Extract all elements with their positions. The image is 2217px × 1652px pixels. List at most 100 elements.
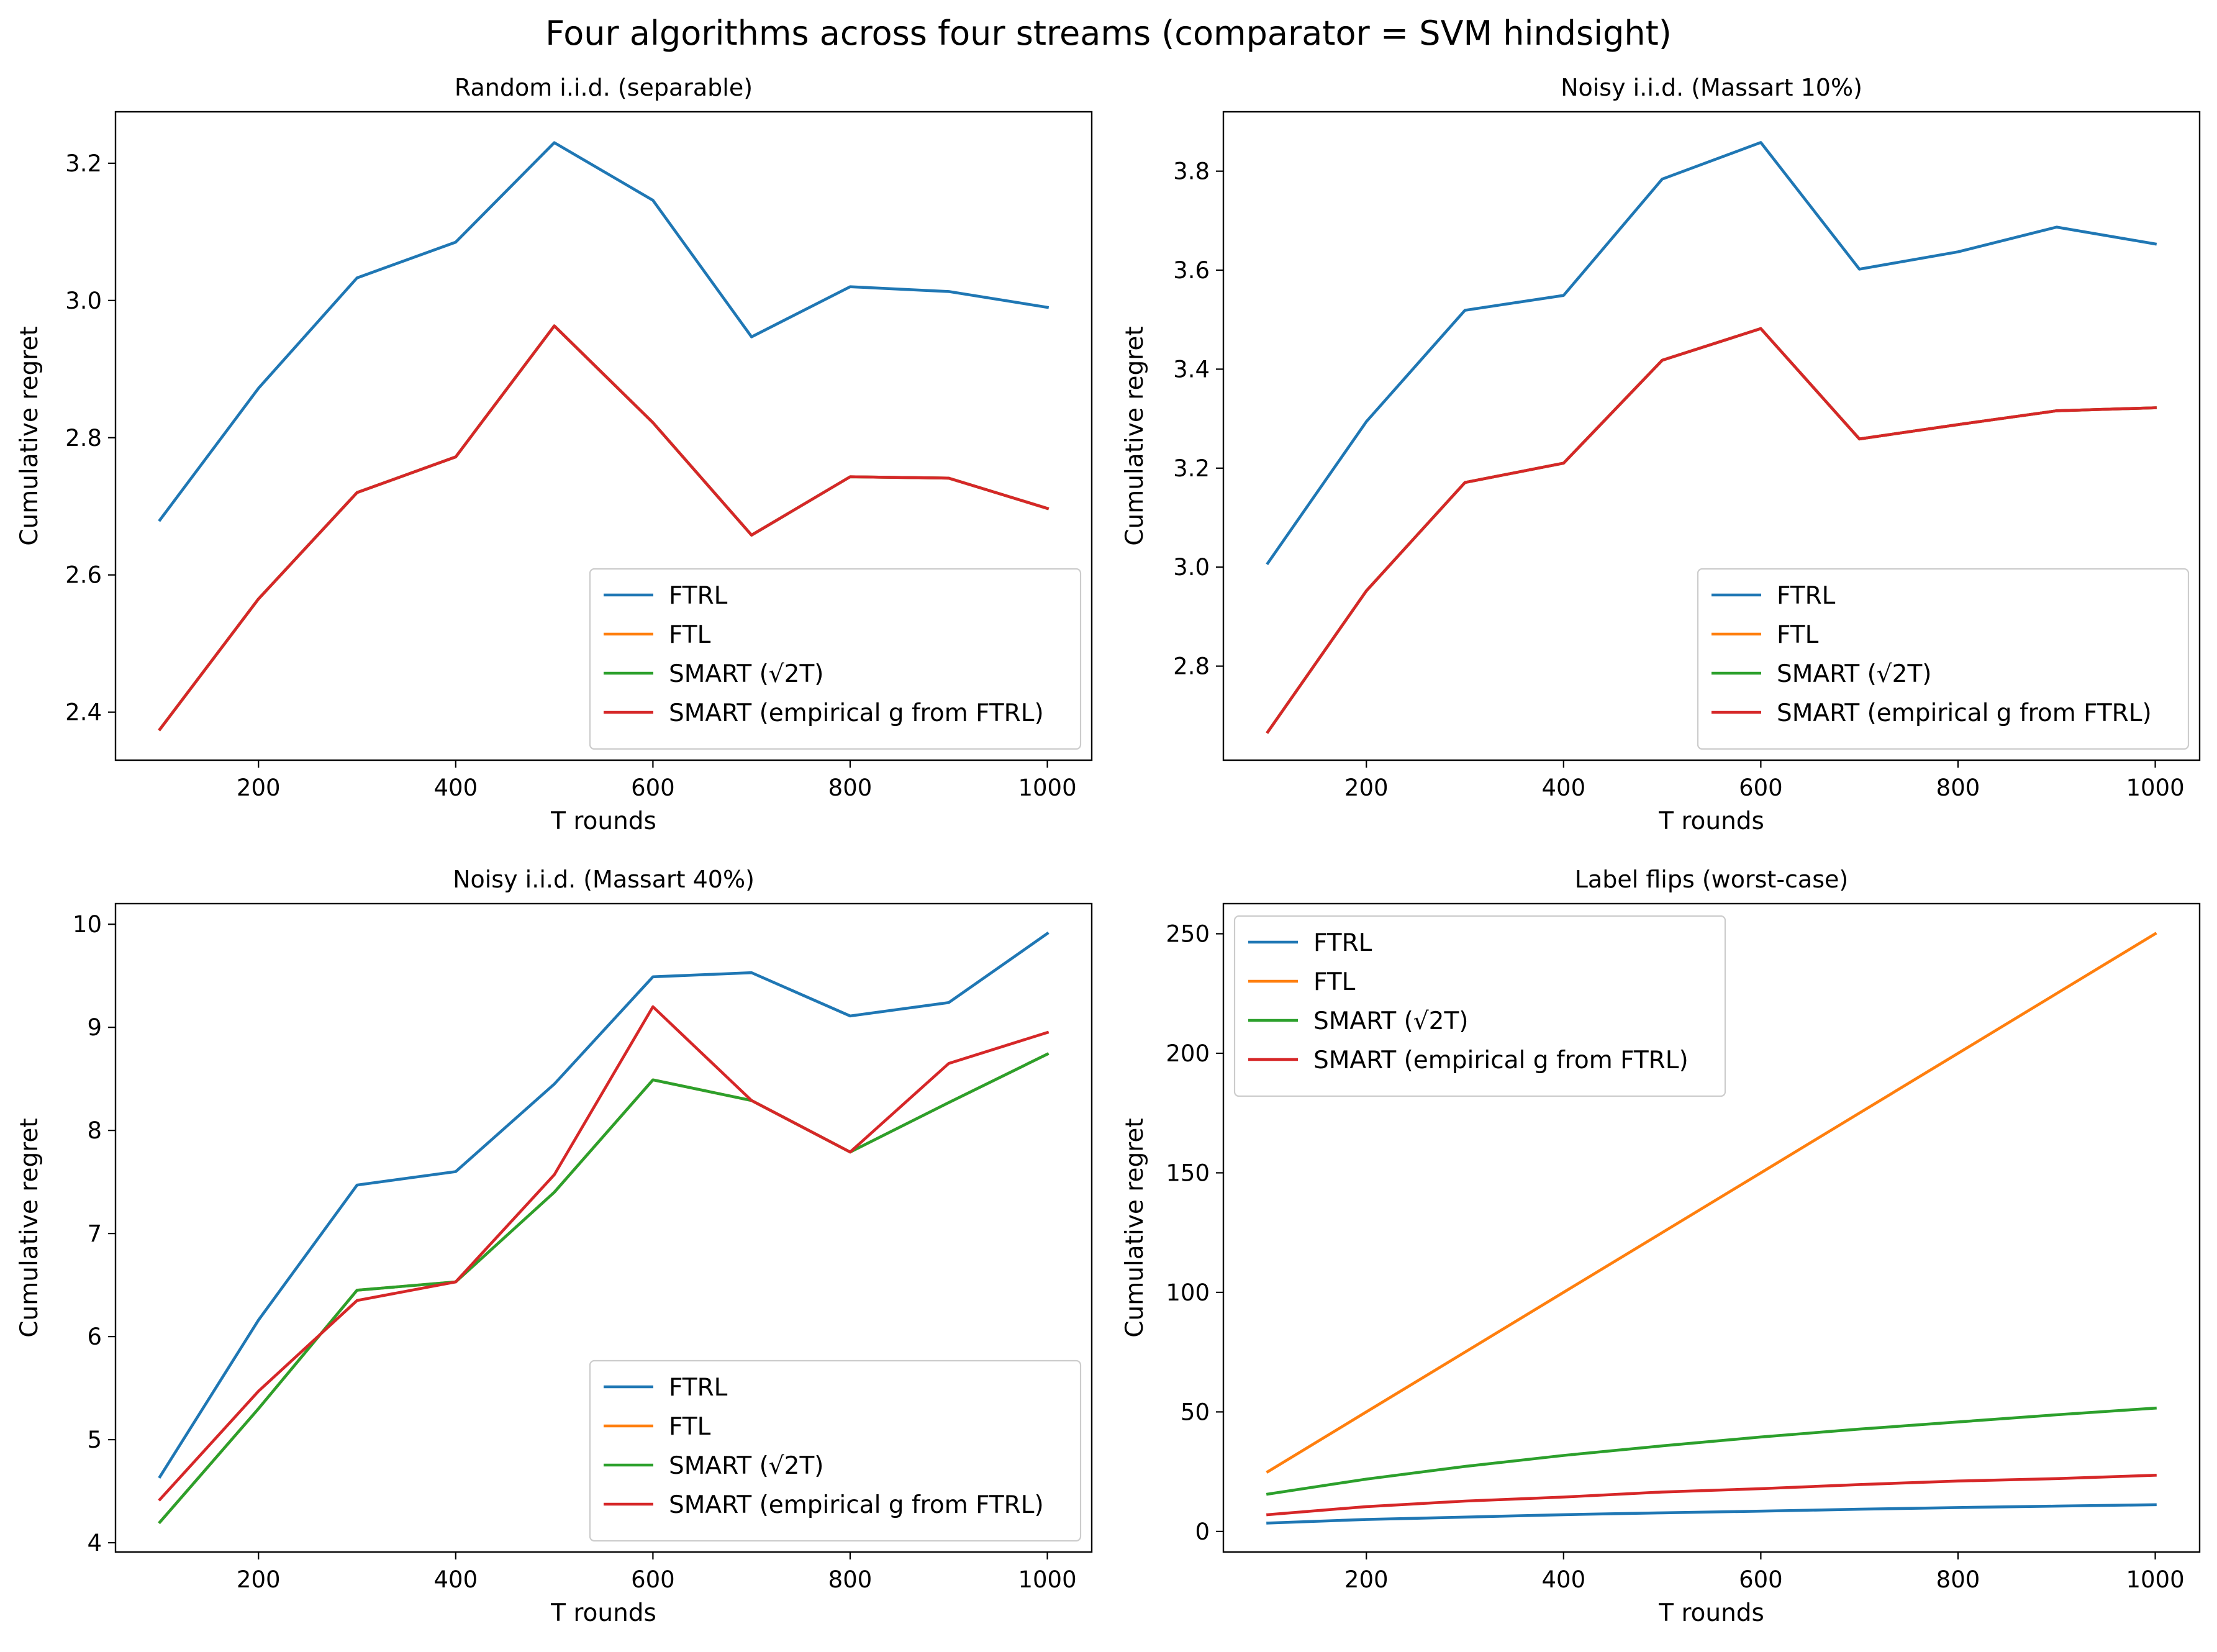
series-line-ftrl xyxy=(158,141,1050,522)
y-tick-label: 3.4 xyxy=(1173,356,1210,383)
x-tick-label: 600 xyxy=(631,774,675,801)
subplot-title: Noisy i.i.d. (Massart 10%) xyxy=(1561,74,1862,101)
y-axis-label: Cumulative regret xyxy=(1121,1118,1149,1337)
subplot-2: Noisy i.i.d. (Massart 10%) 200 400 600 800 10… xyxy=(1121,74,2201,835)
legend-entry: FTRL xyxy=(669,582,728,610)
y-tick-label: 2.8 xyxy=(65,425,102,452)
axes-frame xyxy=(1222,902,2201,1553)
x-tick-label: 800 xyxy=(1936,1566,1980,1593)
y-tick-label: 2.8 xyxy=(1173,653,1210,680)
y-tick-label: 3.0 xyxy=(65,288,102,314)
series-lines xyxy=(158,141,1050,732)
legend-frame xyxy=(1697,568,2190,750)
series-line-smart-emp xyxy=(158,1005,1050,1502)
x-tick-label: 1000 xyxy=(2126,1566,2184,1593)
legend-entry: SMART (empirical g from FTRL) xyxy=(669,699,1044,727)
x-tick-label: 1000 xyxy=(1018,774,1076,801)
y-axis-label: Cumulative regret xyxy=(16,326,43,545)
legend-entry: FTL xyxy=(669,1413,711,1441)
y-tick-label: 50 xyxy=(1181,1399,1210,1425)
series-lines xyxy=(158,931,1050,1525)
x-axis-label: T rounds xyxy=(550,807,656,835)
y-tick-label: 8 xyxy=(87,1117,102,1144)
legend-entry: FTL xyxy=(1313,968,1356,996)
series-line-smart-sqrt xyxy=(1266,1406,2157,1496)
y-tick-label: 2.6 xyxy=(65,562,102,589)
legend-entry: FTRL xyxy=(669,1374,728,1402)
legend-entry: SMART (empirical g from FTRL) xyxy=(1313,1046,1689,1074)
y-tick-label: 10 xyxy=(73,911,102,938)
y-tick-label: 5 xyxy=(87,1427,102,1453)
series-line-ftrl xyxy=(158,931,1050,1479)
y-tick-label: 3.2 xyxy=(65,150,102,177)
legend: FTRL FTL SMART (√2T) SMART (empirical g fro… xyxy=(1697,568,2190,750)
subplot-3: Noisy i.i.d. (Massart 40%) 200 400 600 800 10… xyxy=(16,866,1093,1627)
series-line-smart-emp xyxy=(1266,327,2157,734)
x-tick-label: 600 xyxy=(1739,774,1783,801)
y-tick-label: 7 xyxy=(87,1220,102,1247)
y-tick-label: 4 xyxy=(87,1530,102,1556)
legend-entry: FTL xyxy=(1777,621,1819,649)
x-tick-label: 200 xyxy=(237,1566,281,1593)
legend-entry: SMART (empirical g from FTRL) xyxy=(669,1491,1044,1519)
x-axis-label: T rounds xyxy=(1658,807,1764,835)
x-tick-label: 600 xyxy=(631,1566,675,1593)
y-axis-label: Cumulative regret xyxy=(1121,326,1149,545)
series-line-ftrl xyxy=(1266,1503,2157,1525)
series-lines xyxy=(1266,141,2157,734)
legend-entry: FTRL xyxy=(1313,929,1372,957)
y-tick-label: 6 xyxy=(87,1323,102,1350)
subplot-1: Random i.i.d. (separable) 200 400 600 800 100… xyxy=(16,74,1093,835)
series-line-smart-sqrt xyxy=(158,1052,1050,1525)
legend-entry: FTL xyxy=(669,621,711,649)
legend: FTRL FTL SMART (√2T) SMART (empirical g fro… xyxy=(1233,915,1726,1097)
legend-frame xyxy=(1233,915,1726,1097)
series-lines xyxy=(1266,932,2157,1525)
x-tick-label: 800 xyxy=(828,1566,873,1593)
y-tick-label: 150 xyxy=(1166,1160,1210,1186)
axes-frame xyxy=(114,111,1093,761)
legend-frame xyxy=(589,568,1082,750)
legend-entry: SMART (√2T) xyxy=(1777,660,1931,688)
series-line-smart-emp xyxy=(158,324,1050,732)
axes-frame xyxy=(114,902,1093,1553)
legend: FTRL FTL SMART (√2T) SMART (empirical g fro… xyxy=(589,1359,1082,1542)
y-tick-label: 250 xyxy=(1166,921,1210,948)
series-line-smart-emp xyxy=(1266,1474,2157,1517)
y-tick-label: 9 xyxy=(87,1014,102,1041)
legend-entry: SMART (√2T) xyxy=(1313,1007,1468,1035)
x-axis-label: T rounds xyxy=(550,1599,656,1627)
legend-entry: FTRL xyxy=(1777,582,1836,610)
x-tick-label: 200 xyxy=(1344,774,1389,801)
y-axis-label: Cumulative regret xyxy=(16,1118,43,1337)
subplot-title: Noisy i.i.d. (Massart 40%) xyxy=(453,866,755,893)
y-tick-label: 3.0 xyxy=(1173,554,1210,581)
legend-frame xyxy=(589,1359,1082,1542)
x-tick-label: 1000 xyxy=(2126,774,2184,801)
subplot-title: Random i.i.d. (separable) xyxy=(455,74,753,101)
subplot-title: Label flips (worst-case) xyxy=(1575,866,1848,893)
y-tick-label: 3.2 xyxy=(1173,455,1210,482)
legend: FTRL FTL SMART (√2T) SMART (empirical g fro… xyxy=(589,568,1082,750)
x-axis-label: T rounds xyxy=(1658,1599,1764,1627)
y-tick-label: 2.4 xyxy=(65,699,102,726)
y-tick-label: 200 xyxy=(1166,1040,1210,1067)
legend-entry: SMART (empirical g from FTRL) xyxy=(1777,699,2152,727)
x-tick-label: 200 xyxy=(1344,1566,1389,1593)
x-tick-label: 400 xyxy=(1542,774,1586,801)
y-tick-label: 3.8 xyxy=(1173,158,1210,185)
series-line-ftrl xyxy=(1266,141,2157,566)
axes-frame xyxy=(1222,111,2201,761)
x-tick-label: 200 xyxy=(237,774,281,801)
subplot-4: Label flips (worst-case) 200 400 600 800 1000… xyxy=(1121,866,2201,1627)
x-tick-label: 400 xyxy=(1542,1566,1586,1593)
subplots: Random i.i.d. (separable)200 400 600 800 100… xyxy=(16,74,2201,1627)
y-tick-label: 0 xyxy=(1195,1518,1210,1545)
x-tick-label: 800 xyxy=(1936,774,1980,801)
x-tick-label: 800 xyxy=(828,774,873,801)
x-tick-label: 600 xyxy=(1739,1566,1783,1593)
x-tick-label: 1000 xyxy=(1018,1566,1076,1593)
y-tick-label: 3.6 xyxy=(1173,257,1210,284)
